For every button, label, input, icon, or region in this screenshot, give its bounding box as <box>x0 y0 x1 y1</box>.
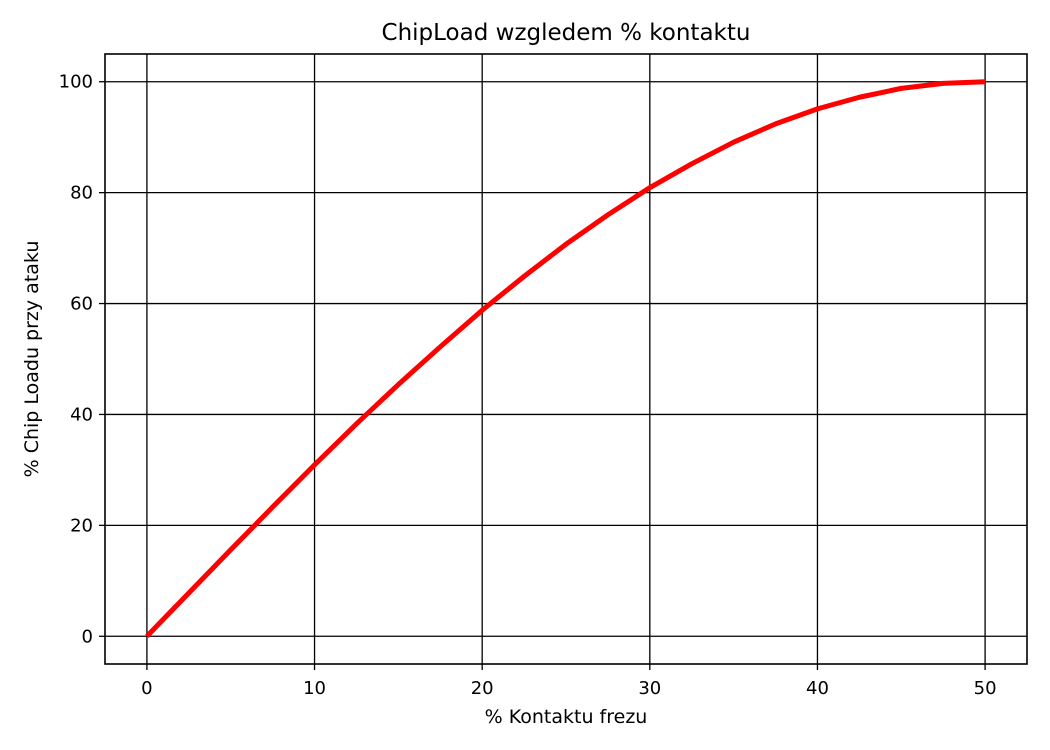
y-axis-label: % Chip Loadu przy ataku <box>21 241 43 478</box>
x-axis-label: % Kontaktu frezu <box>485 706 648 728</box>
y-tick-label: 20 <box>70 515 93 536</box>
ticks: 0 10 20 30 40 50 0 20 40 60 80 100 <box>59 72 997 699</box>
y-tick-label: 0 <box>82 626 93 647</box>
x-tick-label: 20 <box>471 678 494 699</box>
x-tick-label: 30 <box>638 678 661 699</box>
x-tick-label: 50 <box>974 678 997 699</box>
plot-frame <box>104 53 1028 665</box>
x-tick-label: 40 <box>806 678 829 699</box>
y-tick-label: 100 <box>59 72 93 93</box>
y-tick-label: 40 <box>70 404 93 425</box>
series-line <box>145 79 986 639</box>
x-tick-label: 10 <box>303 678 326 699</box>
grid <box>105 54 1027 664</box>
y-tick-label: 80 <box>70 183 93 204</box>
chart-title: ChipLoad wzgledem % kontaktu <box>382 20 751 46</box>
y-tick-label: 60 <box>70 294 93 315</box>
x-tick-label: 0 <box>141 678 152 699</box>
plot-series <box>145 79 986 639</box>
